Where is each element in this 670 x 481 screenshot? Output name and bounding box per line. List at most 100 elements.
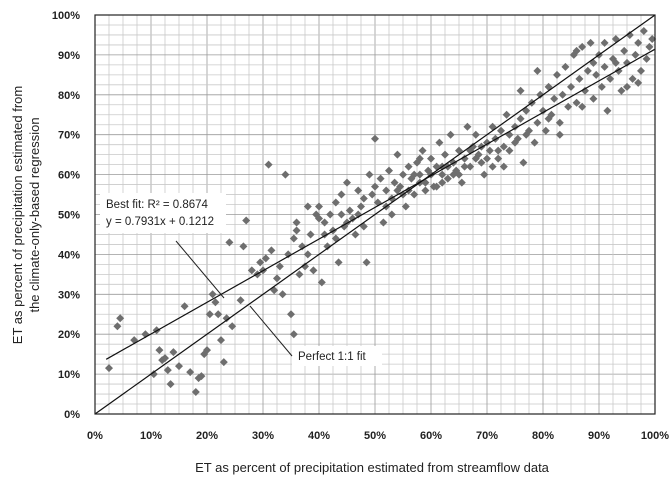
data-point [337, 190, 346, 199]
data-point [161, 354, 169, 363]
data-point [561, 62, 570, 71]
data-point [267, 246, 276, 255]
data-point [401, 202, 410, 211]
data-point [533, 66, 542, 75]
x-tick-label: 10% [140, 430, 162, 442]
data-point [438, 178, 447, 187]
data-point [645, 42, 654, 51]
data-point [449, 170, 458, 179]
x-tick-labels: 0% 10% 20% 30% 40% 50% 60% 70% 80% 90% 100% [87, 430, 669, 442]
data-point [443, 174, 452, 183]
data-point [597, 82, 606, 91]
data-point [393, 186, 402, 195]
data-point [620, 46, 629, 55]
data-point [180, 302, 189, 311]
data-point [555, 130, 564, 139]
data-point [589, 94, 598, 103]
y-tick-label: 100% [52, 10, 80, 22]
best-fit-pointer [175, 240, 225, 299]
data-point [583, 66, 592, 75]
data-point [631, 50, 640, 59]
data-point [536, 90, 545, 99]
data-point [163, 366, 172, 375]
x-tick-label: 30% [252, 430, 274, 442]
data-point [463, 122, 472, 131]
x-tick-label: 60% [420, 430, 442, 442]
data-point [516, 114, 525, 123]
data-point [214, 310, 223, 319]
data-point [105, 364, 113, 373]
x-tick-label: 70% [476, 430, 498, 442]
data-point [581, 86, 589, 95]
data-point [284, 250, 293, 259]
best-fit-annotation: Best fit: R² = 0.8674 y = 0.7931x + 0.12… [100, 193, 226, 233]
data-point [320, 218, 329, 227]
data-point [261, 254, 270, 263]
best-fit-line [105, 48, 656, 360]
data-point [586, 38, 595, 47]
data-point [410, 170, 419, 179]
data-point [331, 198, 340, 207]
data-point [511, 122, 519, 131]
data-point [427, 154, 435, 163]
data-point [399, 170, 407, 179]
data-point [169, 348, 178, 357]
y-tick-label: 50% [58, 210, 80, 222]
data-point [530, 138, 539, 147]
data-point [628, 74, 637, 83]
data-point [642, 54, 651, 63]
data-point [600, 38, 609, 47]
data-point [441, 150, 449, 159]
y-tick-label: 0% [64, 409, 80, 421]
data-point [477, 158, 486, 167]
data-point [217, 336, 225, 345]
data-point [455, 146, 463, 155]
y-tick-label: 70% [58, 130, 80, 142]
data-point [421, 186, 430, 195]
data-point [365, 170, 374, 179]
data-point [225, 238, 234, 247]
x-tick-label: 80% [532, 430, 554, 442]
data-point [480, 170, 489, 179]
data-point [457, 178, 466, 187]
plot-frame [94, 14, 656, 415]
data-point [404, 162, 413, 171]
data-point [264, 160, 273, 169]
data-point [623, 58, 631, 67]
data-point [387, 210, 396, 219]
data-point [351, 230, 360, 239]
x-tick-label: 90% [588, 430, 610, 442]
data-point [317, 278, 326, 287]
data-point [502, 110, 511, 119]
data-point [589, 58, 598, 67]
data-point [494, 146, 503, 155]
data-point [483, 154, 491, 163]
data-point [611, 58, 620, 67]
data-point [575, 74, 584, 83]
data-point [292, 218, 301, 227]
y-tick-label: 30% [58, 289, 80, 301]
data-point [275, 262, 284, 271]
data-point [208, 290, 217, 299]
y-tick-label: 10% [58, 369, 80, 381]
data-point [309, 266, 318, 275]
y-tick-label: 80% [58, 90, 80, 102]
data-point [637, 66, 645, 75]
data-point [359, 194, 368, 203]
data-point [205, 310, 214, 319]
data-point [488, 122, 497, 131]
data-point [116, 314, 125, 323]
data-point [541, 126, 550, 135]
data-point [634, 78, 643, 87]
data-point [505, 146, 514, 155]
data-point [432, 182, 441, 191]
data-point [578, 102, 587, 111]
x-tick-label: 40% [308, 430, 330, 442]
data-point [295, 270, 304, 279]
data-point [236, 296, 245, 305]
data-point [516, 86, 525, 95]
data-point [578, 42, 587, 51]
data-point [191, 388, 200, 397]
y-tick-label: 20% [58, 329, 80, 341]
